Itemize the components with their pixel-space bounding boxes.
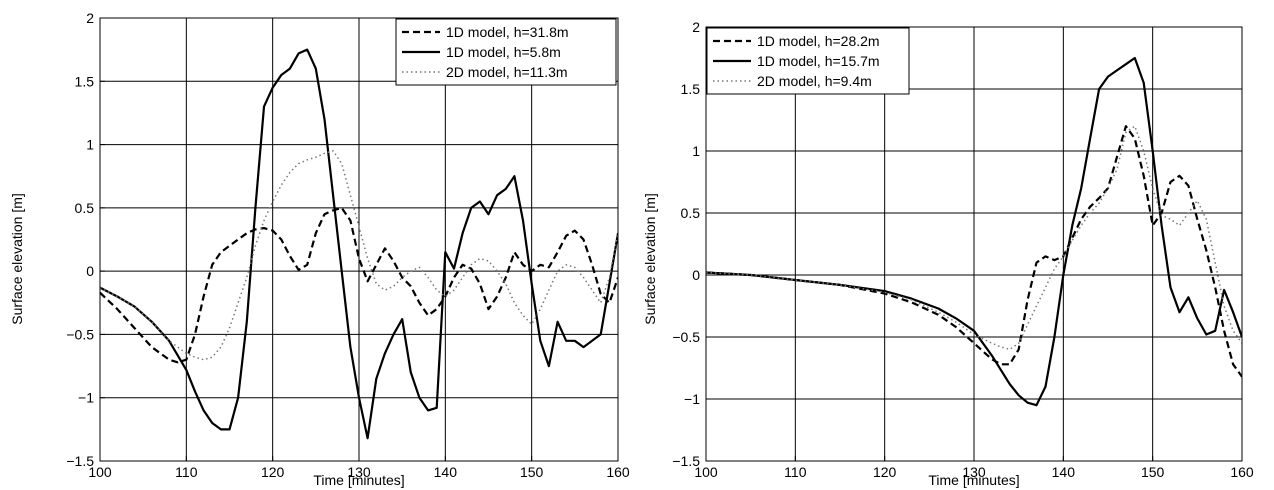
x-tick-label: 120 xyxy=(261,464,285,480)
y-tick-label: 0.5 xyxy=(681,205,701,221)
y-tick-label: −1 xyxy=(78,390,94,406)
x-tick-label: 110 xyxy=(175,464,198,480)
series-line-1 xyxy=(706,125,1242,378)
legend-label: 1D model, h=15.7m xyxy=(757,53,880,69)
series-line-2 xyxy=(706,56,1242,407)
x-tick-label: 110 xyxy=(784,464,807,480)
series-line-2 xyxy=(100,48,618,440)
legend: 1D model, h=31.8m 1D model, h=5.8m 2D mode… xyxy=(395,18,617,86)
x-tick-label: 160 xyxy=(1230,464,1254,480)
x-tick-label: 160 xyxy=(606,464,630,480)
legend-label: 2D model, h=9.4m xyxy=(757,73,872,89)
y-axis-label: Surface elevation [m] xyxy=(642,193,658,325)
x-tick-label: 150 xyxy=(520,464,544,480)
x-tick-label: 130 xyxy=(347,464,371,480)
x-axis-label: Time [minutes] xyxy=(928,472,1019,488)
legend: 1D model, h=28.2m 1D model, h=15.7m 2D mod… xyxy=(706,27,910,95)
legend-label: 2D model, h=11.3m xyxy=(446,64,568,80)
y-tick-label: −1.5 xyxy=(672,453,700,469)
series-line-3 xyxy=(100,150,618,361)
y-tick-label: 0 xyxy=(692,267,700,283)
chart-panel-right: Surface elevation [m] Time [minutes] 100… xyxy=(642,19,1254,488)
x-tick-label: 140 xyxy=(1052,464,1076,480)
y-tick-label: 1 xyxy=(692,143,700,159)
y-tick-label: 1.5 xyxy=(75,73,95,89)
x-tick-label: 130 xyxy=(962,464,986,480)
legend-label: 1D model, h=28.2m xyxy=(757,33,880,49)
x-tick-label: 140 xyxy=(434,464,458,480)
legend-label: 1D model, h=5.8m xyxy=(446,44,561,60)
x-tick-label: 100 xyxy=(88,464,112,480)
x-axis-label: Time [minutes] xyxy=(313,472,404,488)
y-tick-label: −0.5 xyxy=(672,329,700,345)
x-tick-label: 150 xyxy=(1141,464,1165,480)
x-tick-label: 120 xyxy=(873,464,897,480)
y-tick-label: 2 xyxy=(86,10,94,26)
y-tick-label: −1 xyxy=(684,391,700,407)
y-tick-label: 2 xyxy=(692,19,700,35)
x-tick-label: 100 xyxy=(694,464,718,480)
y-tick-label: 0.5 xyxy=(75,200,95,216)
y-tick-label: 1 xyxy=(86,137,94,153)
y-axis-label: Surface elevation [m] xyxy=(9,193,25,325)
y-tick-label: 1.5 xyxy=(681,81,701,97)
y-tick-label: 0 xyxy=(86,263,94,279)
chart-panel-left: Surface elevation [m] Time [minutes] 100… xyxy=(9,10,630,488)
y-tick-label: −1.5 xyxy=(66,453,94,469)
y-tick-label: −0.5 xyxy=(66,326,94,342)
legend-label: 1D model, h=31.8m xyxy=(446,24,569,40)
